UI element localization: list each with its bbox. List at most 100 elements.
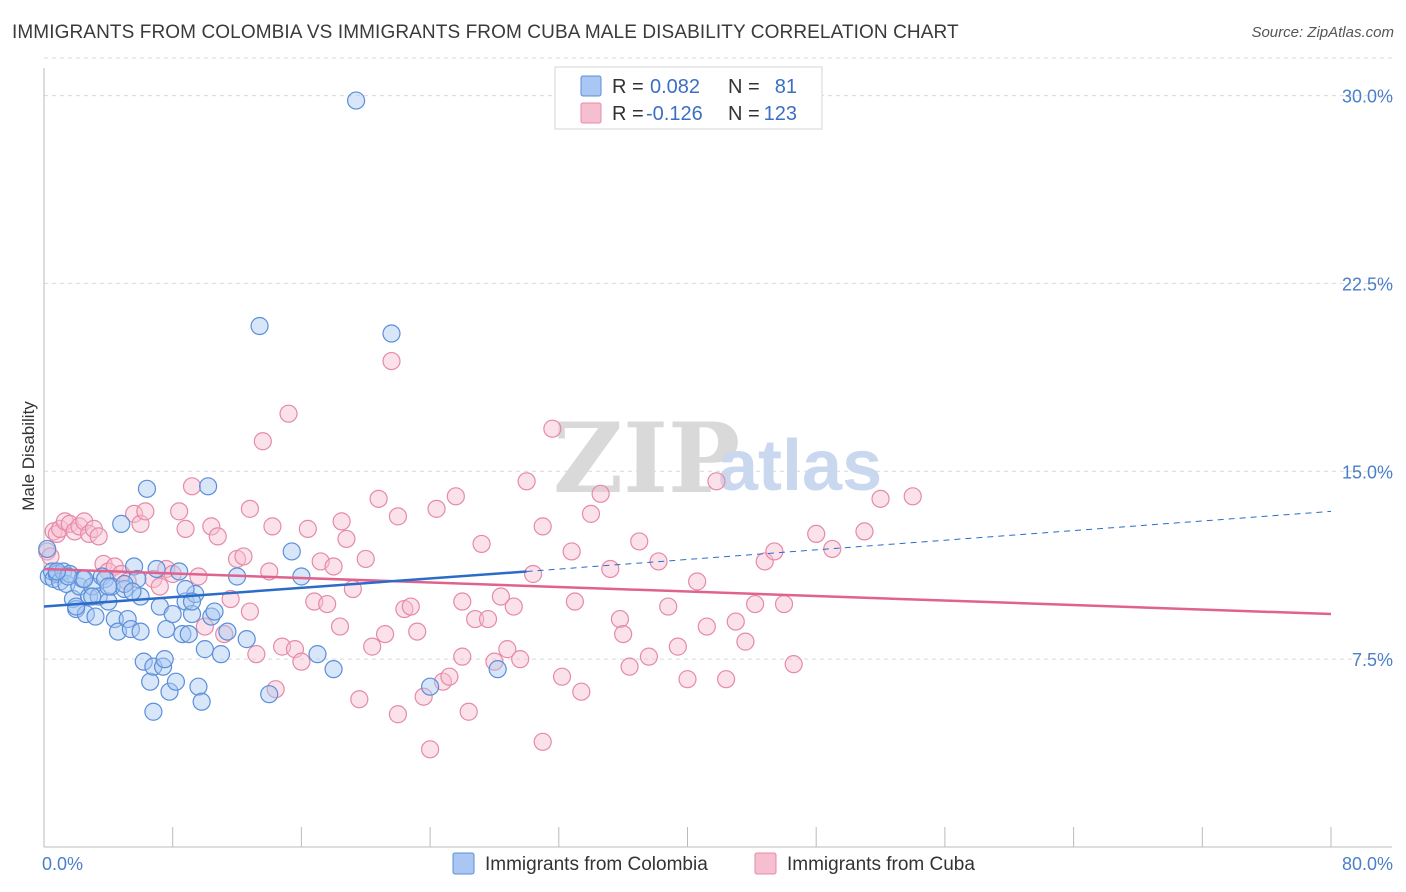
cuba-point xyxy=(401,597,420,616)
cuba-point xyxy=(453,592,472,611)
colombia-point xyxy=(141,672,160,691)
cuba-point xyxy=(215,624,234,644)
colombia-point xyxy=(237,630,256,649)
cuba-point xyxy=(565,592,584,611)
cuba-point xyxy=(70,517,89,536)
legend-n-value-cuba: 123 xyxy=(764,103,797,125)
colombia-point xyxy=(179,624,198,644)
cuba-point xyxy=(375,624,395,644)
colombia-point xyxy=(137,479,157,498)
bottom-legend-label-colombia: Immigrants from Colombia xyxy=(485,854,708,875)
cuba-point xyxy=(614,624,633,644)
cuba-point xyxy=(292,652,311,671)
colombia-point xyxy=(67,597,86,616)
colombia-point xyxy=(163,604,182,624)
cuba-point xyxy=(318,594,337,614)
cuba-point xyxy=(427,499,446,518)
cuba-point xyxy=(421,740,440,759)
colombia-point xyxy=(189,677,208,696)
colombia-point xyxy=(192,692,211,711)
cuba-point xyxy=(871,489,890,508)
watermark-atlas: atlas xyxy=(718,426,882,506)
cuba-point xyxy=(601,559,620,579)
cuba-point xyxy=(414,687,433,706)
cuba-point xyxy=(491,587,510,606)
colombia-point xyxy=(382,324,401,343)
legend-r-label-cuba: R = xyxy=(612,103,644,125)
colombia-point xyxy=(155,650,174,669)
cuba-point xyxy=(504,597,523,616)
cuba-point xyxy=(466,609,485,629)
colombia-point xyxy=(282,542,301,561)
cuba-point xyxy=(453,647,472,666)
watermark-zip: ZIP xyxy=(553,402,740,515)
cuba-point xyxy=(523,564,543,584)
cuba-point xyxy=(144,569,163,589)
data-points xyxy=(38,91,922,759)
legend-r-value-colombia: 0.082 xyxy=(650,76,700,98)
series-legend: Immigrants from Colombia Immigrants from… xyxy=(452,852,975,875)
cuba-point xyxy=(253,432,272,451)
colombia-point xyxy=(160,682,179,701)
cuba-point xyxy=(659,597,678,616)
cuba-point xyxy=(234,547,253,566)
cuba-point xyxy=(533,732,552,751)
y-tick-label: 22.5% xyxy=(1342,274,1393,294)
cuba-point xyxy=(182,477,202,496)
cuba-point xyxy=(498,640,517,659)
legend-swatch-colombia xyxy=(580,75,602,97)
x-tick-label: 0.0% xyxy=(42,854,83,874)
cuba-point xyxy=(247,645,266,664)
legend-n-label-colombia: N = xyxy=(728,76,760,98)
grid-lines xyxy=(44,57,1392,660)
cuba-point xyxy=(356,549,375,569)
colombia-point xyxy=(260,685,279,704)
cuba-point xyxy=(562,542,581,561)
cuba-point xyxy=(136,502,155,521)
cuba-point xyxy=(170,502,189,521)
cuba-point xyxy=(533,517,552,536)
colombia-point xyxy=(59,567,78,586)
cuba-point xyxy=(240,499,260,518)
cuba-point xyxy=(330,617,350,636)
cuba-point xyxy=(279,404,298,423)
colombia-point xyxy=(83,587,102,606)
cuba-point xyxy=(478,609,498,629)
cuba-point xyxy=(855,522,874,541)
cuba-point xyxy=(745,594,765,614)
legend-swatch-cuba xyxy=(580,102,602,124)
cuba-point xyxy=(903,487,922,506)
y-tick-label: 15.0% xyxy=(1342,462,1393,482)
cuba-point xyxy=(472,534,491,554)
cuba-point xyxy=(195,617,214,636)
colombia-point xyxy=(198,477,218,496)
x-tick-labels: 0.0% 80.0% xyxy=(42,854,1393,874)
cuba-point xyxy=(459,702,478,721)
colombia-point xyxy=(38,539,57,559)
cuba-point xyxy=(552,667,572,686)
y-axis-label: Male Disability xyxy=(19,401,38,511)
cuba-point xyxy=(363,637,382,656)
cuba-point xyxy=(221,589,240,609)
legend-n-label-cuba: N = xyxy=(728,103,760,125)
cuba-point xyxy=(208,527,227,546)
cuba-point xyxy=(202,517,221,536)
correlation-legend: R = 0.082 N = 81 R = -0.126 N = 123 xyxy=(554,66,823,130)
cuba-point xyxy=(517,472,536,491)
cuba-trend-line xyxy=(43,567,1332,616)
bottom-legend-swatch-cuba xyxy=(754,852,777,875)
colombia-point xyxy=(75,569,94,589)
colombia-point xyxy=(205,602,224,621)
y-tick-label: 7.5% xyxy=(1352,650,1393,670)
cuba-point xyxy=(807,524,826,544)
cuba-point xyxy=(189,567,208,586)
cuba-point xyxy=(408,622,427,641)
cuba-point xyxy=(298,519,317,538)
cuba-point xyxy=(176,519,195,538)
cuba-point xyxy=(150,577,169,596)
cuba-point xyxy=(324,557,343,576)
colombia-point xyxy=(118,609,137,629)
cuba-point xyxy=(688,572,707,591)
colombia-point xyxy=(202,607,221,626)
